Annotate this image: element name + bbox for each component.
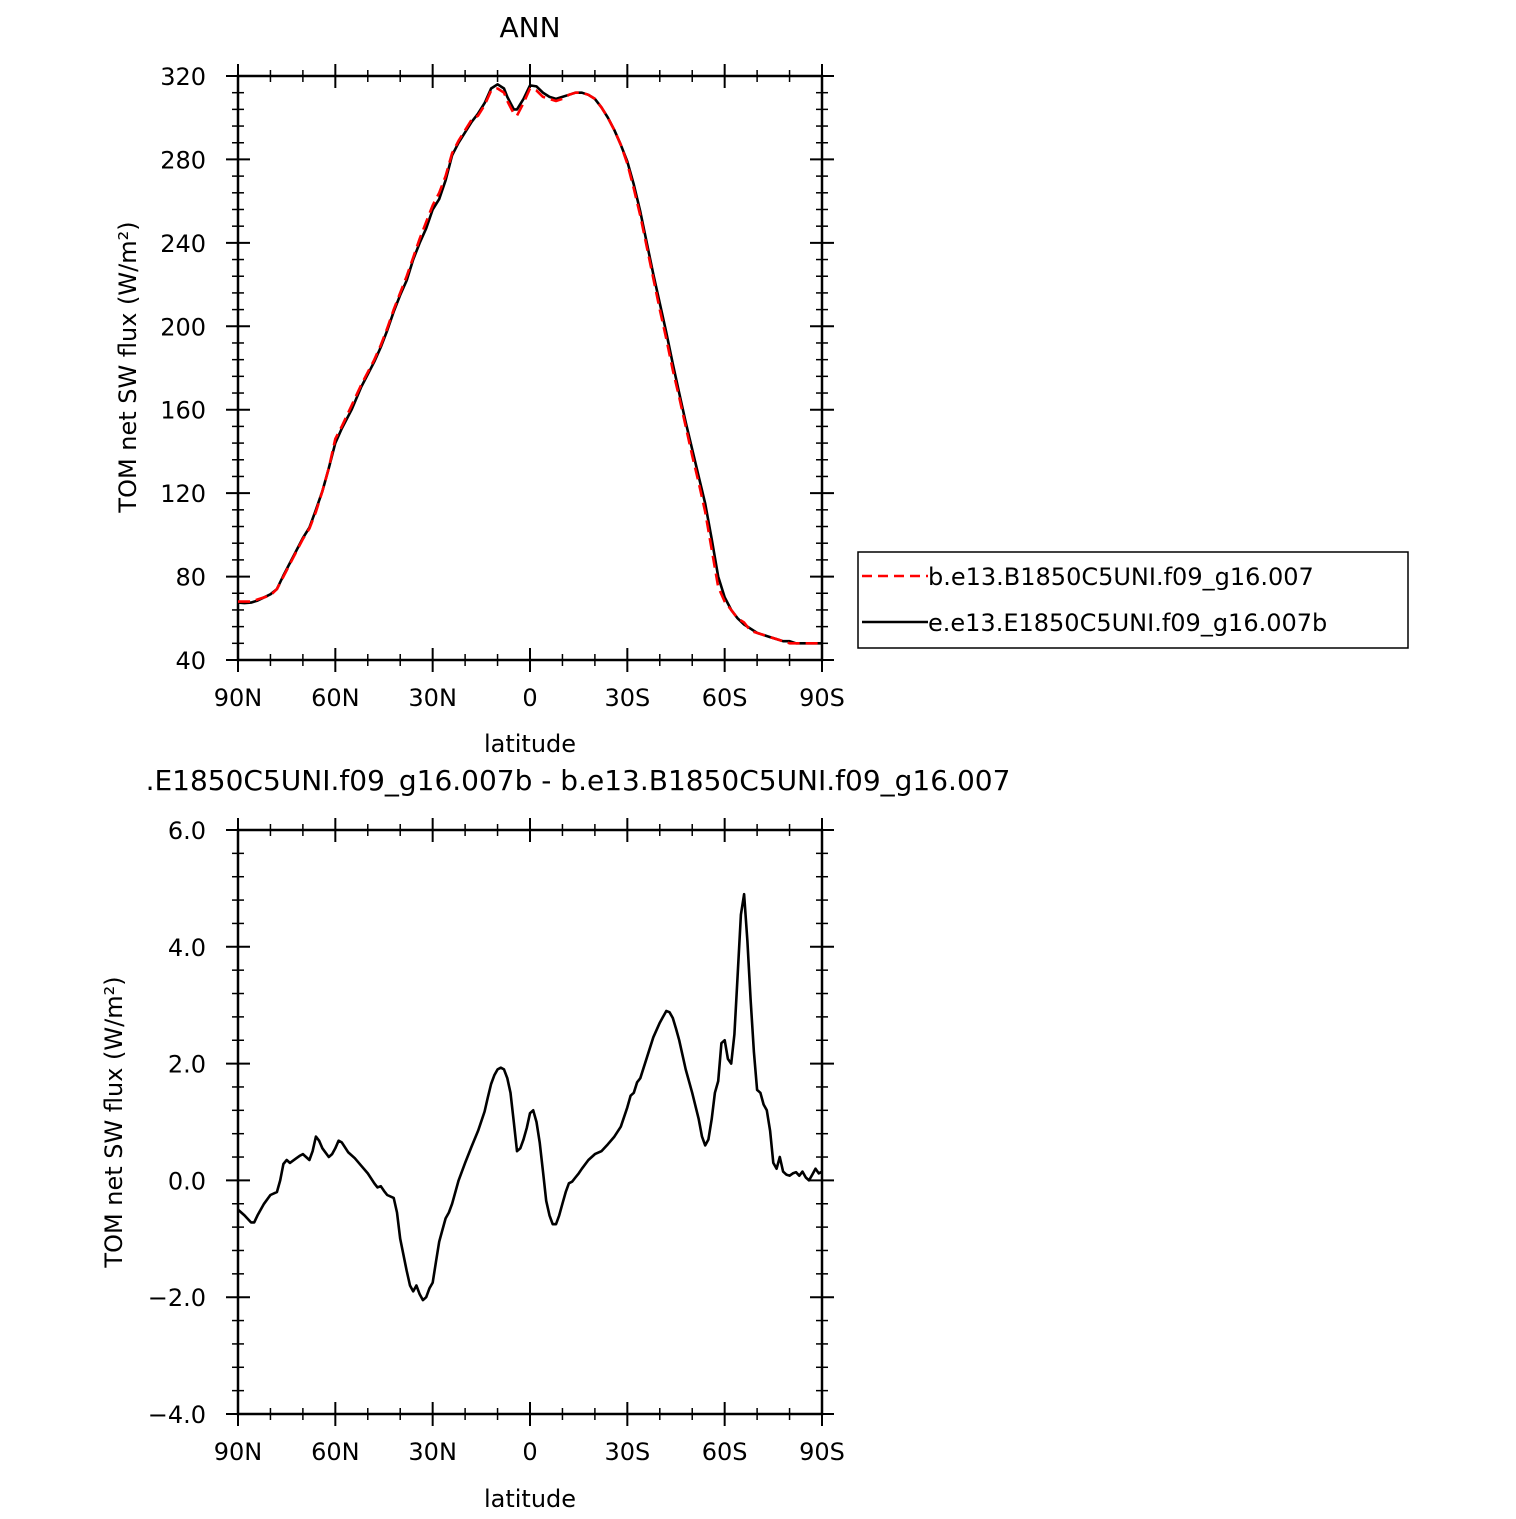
legend-label-series-1: b.e13.B1850C5UNI.f09_g16.007 [928, 563, 1314, 591]
top-series-group [237, 83, 822, 645]
bottom-y-axis-label: TOM net SW flux (W/m²) [100, 976, 128, 1268]
bottom-y-tick-label: −4.0 [148, 1401, 206, 1429]
bottom-y-tick-label: −2.0 [148, 1284, 206, 1312]
bottom-y-tick-label: 4.0 [168, 934, 206, 962]
top-panel: ANN 90N 60N 30N 0 30S 60S 90S 40 80 120 160 200 240 2… [114, 11, 1409, 758]
top-y-tick-label: 320 [160, 63, 206, 91]
bottom-x-tick-label: 60S [702, 1438, 748, 1466]
top-x-tick-label: 30S [604, 684, 650, 712]
bottom-y-tick-label: 6.0 [168, 817, 206, 845]
top-x-tick-label: 90S [799, 684, 845, 712]
bottom-chart-title: .E1850C5UNI.f09_g16.007b - b.e13.B1850C5… [146, 764, 1011, 797]
top-series-line-1 [238, 87, 822, 645]
bottom-series-line-1 [237, 892, 823, 1302]
top-x-tick-label: 30N [408, 684, 457, 712]
top-y-tick-label: 80 [175, 564, 206, 592]
top-y-tick-label: 40 [175, 647, 206, 675]
top-plot-frame [236, 74, 824, 662]
top-axes: 90N 60N 30N 0 30S 60S 90S 40 80 120 160 200 240 280 32… [160, 63, 845, 712]
top-y-tick-label: 160 [160, 397, 206, 425]
bottom-x-tick-label: 60N [311, 1438, 360, 1466]
top-y-tick-label: 280 [160, 146, 206, 174]
bottom-panel: .E1850C5UNI.f09_g16.007b - b.e13.B1850C5… [100, 764, 1010, 1513]
legend-label-series-2: e.e13.E1850C5UNI.f09_g16.007b [928, 609, 1327, 637]
bottom-x-tick-label: 30N [408, 1438, 457, 1466]
bottom-y-tick-label: 2.0 [168, 1051, 206, 1079]
bottom-x-axis-label: latitude [484, 1485, 576, 1513]
top-y-tick-label: 200 [160, 313, 206, 341]
bottom-x-tick-label: 90S [799, 1438, 845, 1466]
legend-box [857, 551, 1409, 649]
top-chart-title: ANN [499, 11, 560, 44]
top-series-line-2 [237, 83, 822, 645]
top-x-tick-label: 60S [702, 684, 748, 712]
top-y-tick-label: 240 [160, 230, 206, 258]
bottom-axes: 90N 60N 30N 0 30S 60S 90S −4.0 −2.0 0.0 2.0 4.0 6.0 [148, 817, 845, 1466]
legend: b.e13.B1850C5UNI.f09_g16.007 e.e13.E1850… [857, 551, 1409, 649]
top-x-tick-label: 60N [311, 684, 360, 712]
top-x-axis-label: latitude [484, 730, 576, 758]
bottom-plot-frame [236, 828, 824, 1416]
bottom-y-tick-label: 0.0 [168, 1167, 206, 1195]
bottom-x-tick-label: 30S [604, 1438, 650, 1466]
top-x-tick-label: 0 [522, 684, 537, 712]
bottom-x-tick-label: 90N [214, 1438, 263, 1466]
top-y-tick-label: 120 [160, 480, 206, 508]
top-x-tick-label: 90N [214, 684, 263, 712]
top-y-axis-label: TOM net SW flux (W/m²) [114, 221, 142, 513]
bottom-x-tick-label: 0 [522, 1438, 537, 1466]
bottom-series-group [237, 892, 823, 1302]
